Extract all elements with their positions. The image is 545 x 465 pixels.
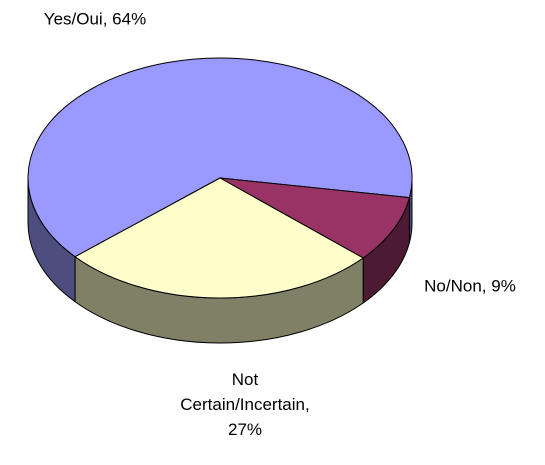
pie-slice [74, 177, 364, 299]
data-label: Not Certain/Incertain, 27% [180, 370, 309, 439]
data-label: No/Non, 9% [424, 276, 516, 295]
pie-slice [219, 177, 410, 259]
data-label: Yes/Oui, 64% [44, 9, 146, 28]
pie-slice [27, 57, 413, 258]
